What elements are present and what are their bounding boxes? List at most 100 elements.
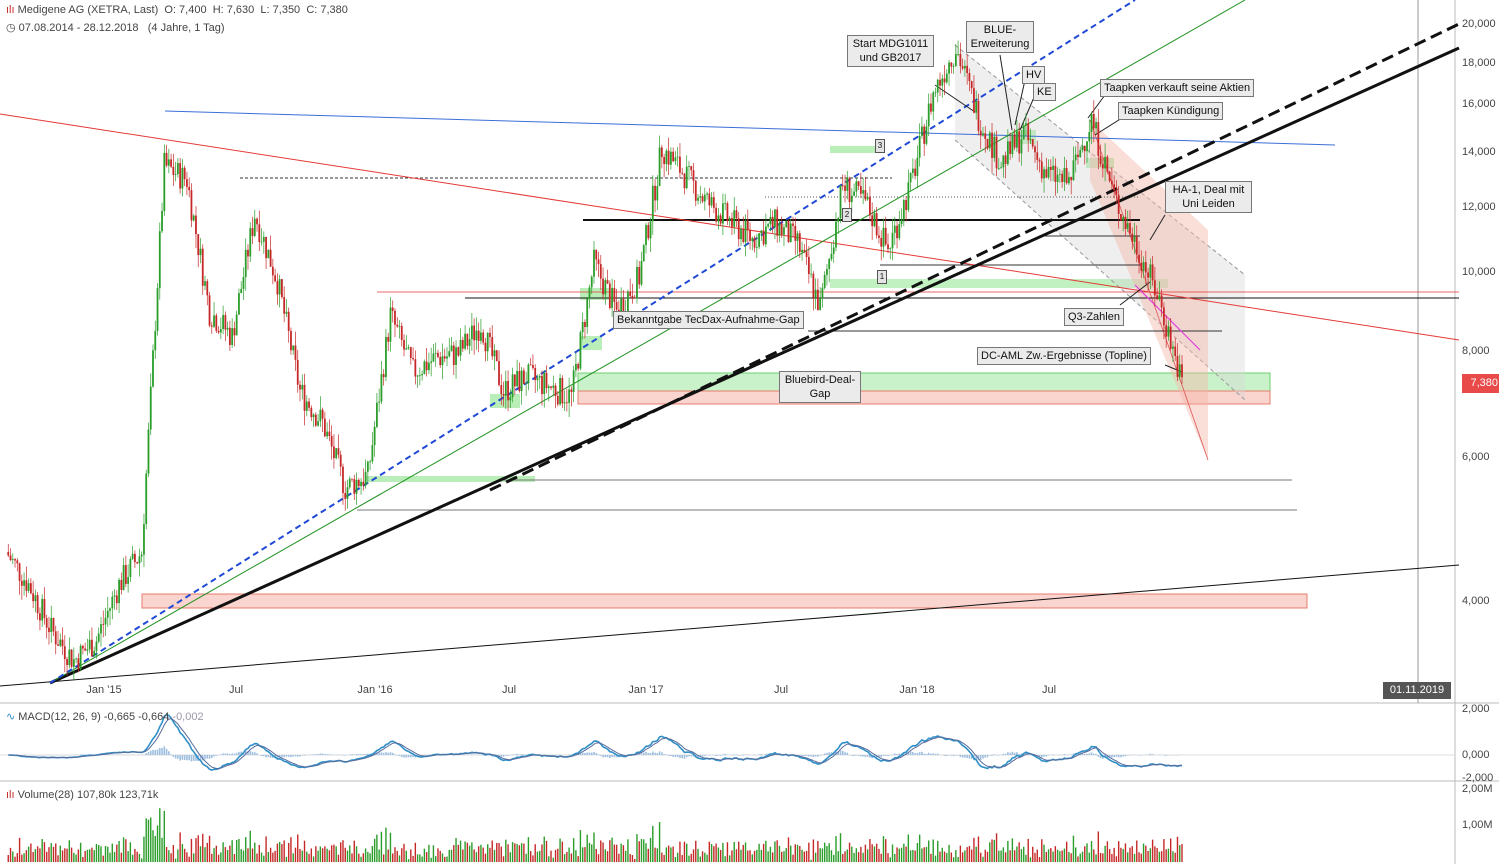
candle-body	[380, 374, 383, 402]
candle-body	[1158, 295, 1161, 300]
volume-bar	[247, 848, 249, 862]
volume-bar	[1111, 854, 1113, 862]
volume-bar	[518, 845, 521, 862]
volume-bar	[159, 808, 161, 862]
macd-histogram-bar	[961, 755, 964, 758]
volume-bar	[613, 844, 616, 862]
volume-bar	[615, 844, 618, 862]
candle-body	[742, 228, 745, 242]
candle-body	[502, 394, 505, 396]
volume-bar	[344, 847, 346, 862]
annotation-blue[interactable]: BLUE-Erweiterung	[966, 21, 1034, 53]
candle-body	[934, 92, 937, 94]
volume-bar	[600, 840, 602, 862]
volume-bar	[274, 850, 276, 862]
annotation-dcaml[interactable]: DC-AML Zw.-Ergebnisse (Topline)	[977, 347, 1151, 365]
volume-bar	[317, 850, 319, 862]
annotation-tecdax[interactable]: Bekanntgabe TecDax-Aufnahme-Gap	[613, 311, 804, 329]
low-value: L: 7,350	[260, 4, 301, 16]
volume-bar	[206, 842, 208, 862]
macd-histogram-bar	[188, 755, 190, 761]
candle-body	[466, 333, 469, 346]
macd-histogram-bar	[328, 754, 331, 755]
price-tick: 8,000	[1462, 345, 1490, 357]
volume-bar	[724, 856, 726, 862]
macd-histogram-bar	[1018, 753, 1020, 755]
candle-body	[504, 381, 507, 396]
candle-body	[545, 372, 548, 389]
macd-histogram-bar	[263, 755, 265, 757]
annotation-ha1[interactable]: HA-1, Deal mit Uni Leiden	[1165, 181, 1252, 213]
volume-bar	[107, 846, 109, 862]
volume-bar	[627, 839, 629, 862]
volume-bar	[896, 847, 898, 862]
candle-body	[936, 79, 939, 93]
volume-bar	[1090, 841, 1093, 862]
volume-bar	[803, 851, 806, 862]
macd-v2: -0,664	[138, 711, 170, 723]
macd-tick: 0,000	[1462, 749, 1490, 761]
volume-bar	[174, 858, 177, 862]
candle-body	[9, 555, 12, 561]
candle-body	[1138, 254, 1140, 263]
volume-bar	[93, 850, 95, 862]
candle-body	[543, 372, 546, 395]
macd-histogram-bar	[315, 754, 317, 755]
leader-blue	[999, 54, 1013, 131]
volume-bar	[1106, 841, 1109, 862]
volume-bar	[161, 837, 163, 862]
annotation-start-mdg[interactable]: Start MDG1011 und GB2017	[847, 35, 934, 67]
annotation-q3[interactable]: Q3-Zahlen	[1064, 308, 1124, 326]
candle-body	[787, 220, 790, 243]
macd-histogram-bar	[1072, 753, 1075, 755]
candle-body	[459, 339, 462, 356]
candle-body	[217, 330, 220, 333]
macd-histogram-bar	[602, 755, 604, 758]
volume-bar	[751, 854, 754, 862]
candle-body	[1174, 346, 1177, 357]
candle-body	[590, 276, 593, 288]
macd-histogram-bar	[292, 755, 295, 757]
annotation-taapken-sells[interactable]: Taapken verkauft seine Aktien	[1100, 79, 1255, 97]
volume-bar	[629, 853, 631, 862]
time-tick: Jul	[501, 684, 517, 696]
annotation-ke[interactable]: KE	[1033, 83, 1056, 101]
volume-bar	[1077, 856, 1079, 862]
volume-bar	[1181, 844, 1183, 862]
volume-bar	[77, 849, 80, 862]
macd-histogram-bar	[898, 753, 901, 755]
macd-histogram-bar	[640, 753, 643, 755]
candle-body	[224, 315, 227, 330]
volume-bar	[672, 846, 674, 862]
volume-bar	[229, 845, 231, 862]
candle-body	[262, 236, 265, 242]
time-tick: Jul	[773, 684, 789, 696]
annotation-taapken-kuendigung[interactable]: Taapken Kündigung	[1118, 102, 1224, 120]
volume-bar	[306, 851, 308, 862]
candle-body	[138, 556, 141, 564]
candle-body	[550, 386, 552, 388]
candle-body	[355, 479, 358, 494]
candle-body	[991, 132, 993, 158]
volume-bar	[208, 835, 211, 862]
volume-bar	[193, 853, 195, 862]
date-range: 07.08.2014 - 28.12.2018	[18, 22, 139, 34]
volume-bar	[340, 842, 342, 862]
annotation-hv[interactable]: HV	[1022, 66, 1046, 84]
volume-bar	[970, 849, 973, 862]
candle-body	[149, 386, 152, 430]
candle-body	[563, 402, 566, 404]
volume-bar	[855, 848, 858, 862]
candle-body	[391, 307, 394, 311]
annotation-bluebird[interactable]: Bluebird-Deal-Gap	[779, 371, 861, 403]
candle-body	[918, 135, 921, 158]
macd-histogram-bar	[367, 753, 369, 755]
volume-bar	[109, 852, 111, 862]
volume-bar	[242, 850, 245, 862]
candle-body	[950, 62, 953, 67]
volume-bar	[744, 842, 747, 862]
volume-bar	[380, 831, 383, 862]
volume-bar	[814, 852, 817, 862]
candle-body	[283, 297, 286, 314]
